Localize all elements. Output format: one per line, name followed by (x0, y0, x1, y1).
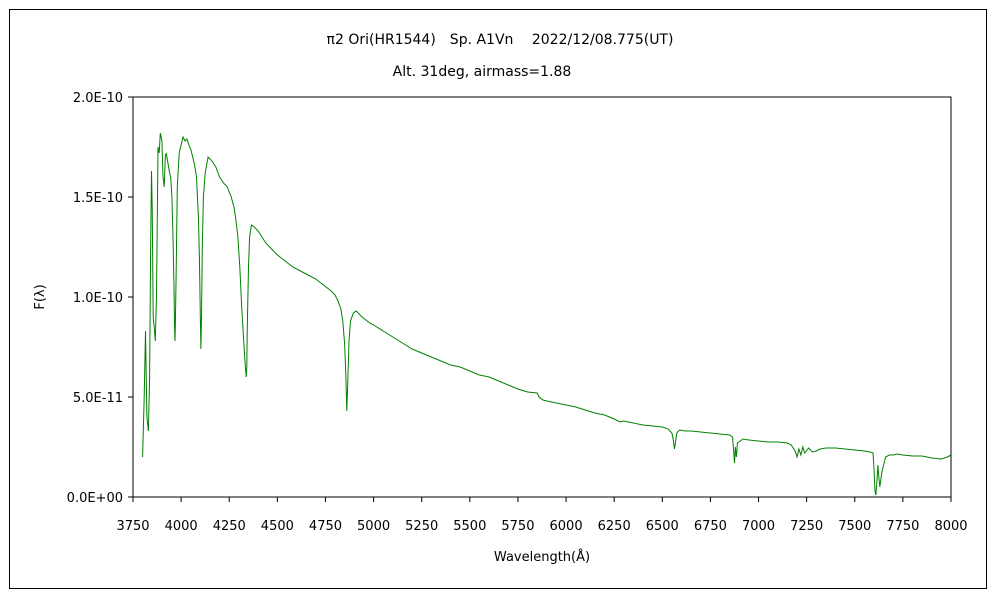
y-tick-label: 1.5E-10 (73, 191, 123, 206)
x-tick-label: 3750 (116, 519, 149, 534)
chart-subtitle: Alt. 31deg, airmass=1.88 (393, 64, 572, 80)
x-tick-label: 5500 (453, 519, 486, 534)
x-tick-label: 8000 (934, 519, 967, 534)
x-tick-label: 6000 (550, 519, 583, 534)
plot-area (132, 96, 952, 498)
x-axis: 3750 4000 4250 4500 4750 5000 5250 5500 5750 6000… (116, 497, 968, 534)
chart-title: π2 Ori(HR1544) Sp. A1Vn 2022/12/08.775(U… (327, 32, 674, 48)
x-tick-label: 5750 (501, 519, 534, 534)
x-tick-label: 4000 (165, 519, 198, 534)
x-tick-label: 5000 (357, 519, 390, 534)
x-tick-label: 7500 (838, 519, 871, 534)
x-axis-label: Wavelength(Å) (494, 549, 590, 565)
x-tick-label: 5250 (405, 519, 438, 534)
x-tick-label: 6750 (694, 519, 727, 534)
x-tick-label: 4250 (213, 519, 246, 534)
spectrum-line (142, 132, 952, 496)
x-tick-label: 7000 (742, 519, 775, 534)
x-tick-label: 4750 (309, 519, 342, 534)
y-axis-label: F(λ) (33, 284, 48, 309)
x-tick-label: 6500 (646, 519, 679, 534)
y-tick-label: 2.0E-10 (73, 91, 123, 106)
y-axis: 0.0E+00 5.0E-11 1.0E-10 1.5E-10 2.0E-10 (67, 91, 133, 506)
y-tick-label: 0.0E+00 (67, 491, 123, 506)
x-tick-label: 4500 (261, 519, 294, 534)
y-tick-label: 1.0E-10 (73, 291, 123, 306)
x-tick-label: 7750 (886, 519, 919, 534)
chart-frame (9, 9, 987, 589)
x-tick-label: 6250 (598, 519, 631, 534)
x-tick-label: 7250 (790, 519, 823, 534)
y-tick-label: 5.0E-11 (73, 391, 123, 406)
